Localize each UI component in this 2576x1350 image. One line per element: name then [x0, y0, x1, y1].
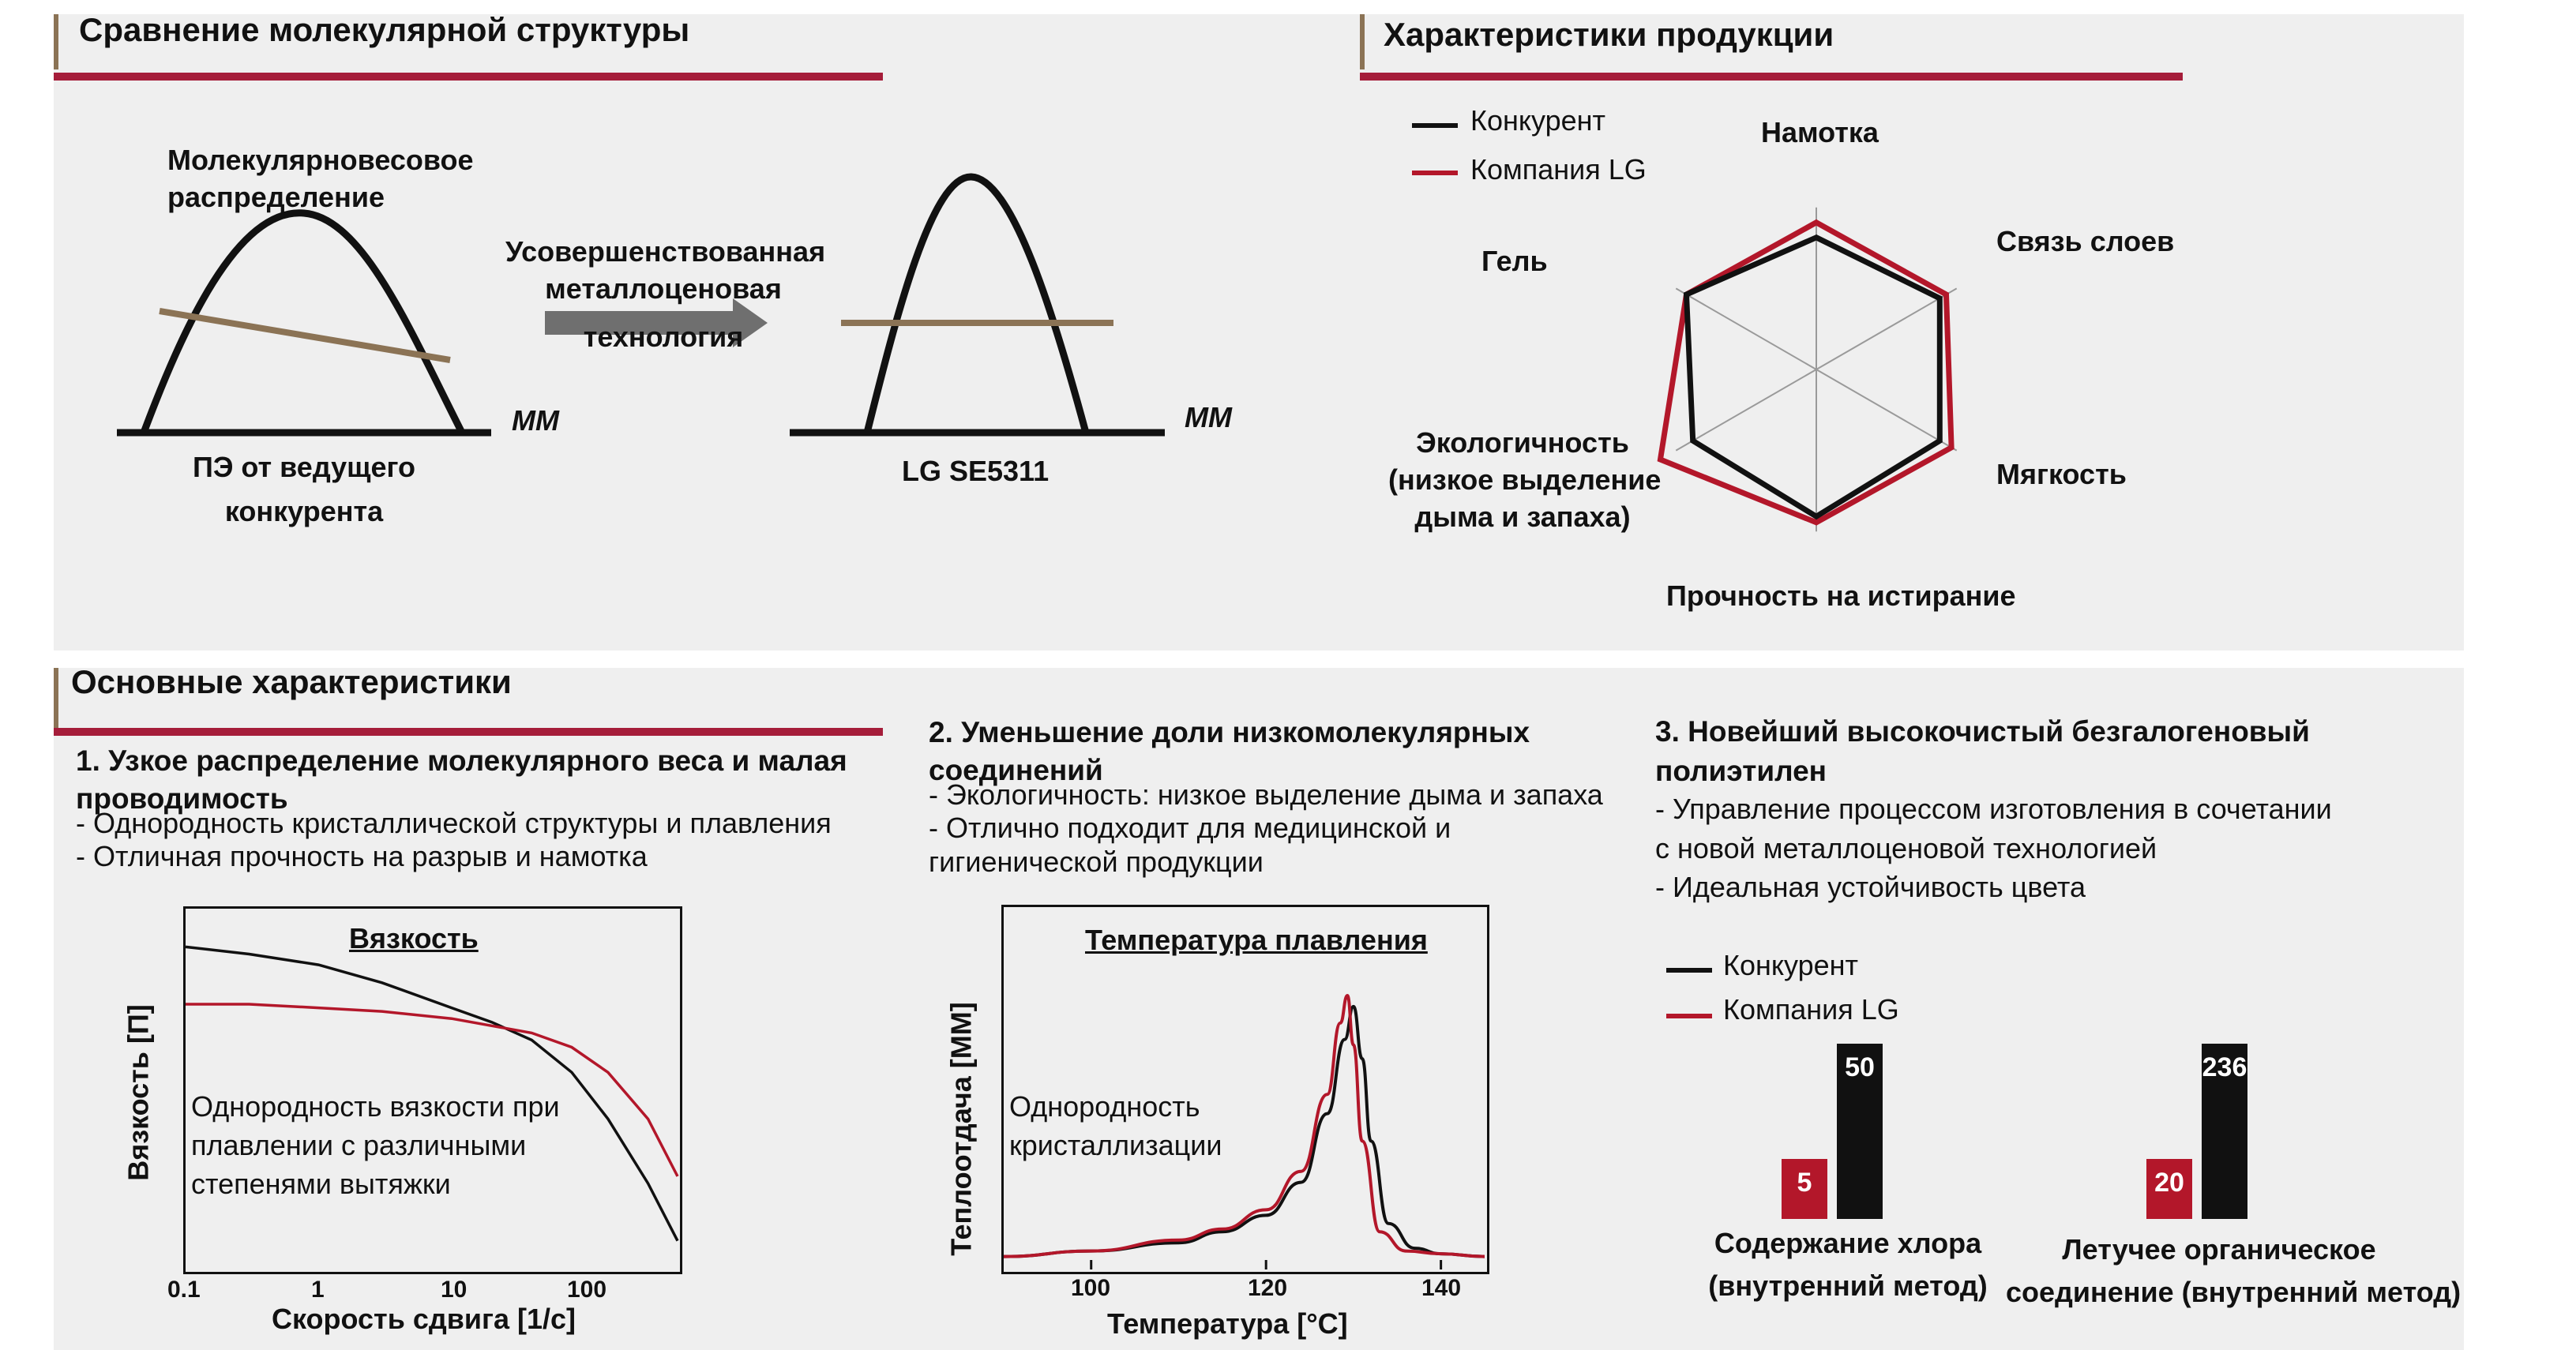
viscosity-chart-frame [183, 906, 682, 1274]
main-underline [54, 728, 883, 736]
item3-bullets: - Управление процессом изготовления в со… [1655, 793, 2332, 904]
melting-ylabel: Теплоотдача [MM] [944, 1002, 978, 1256]
narrow-distribution-curve [863, 173, 1090, 434]
item1-bullets: - Однородность кристаллической структуры… [76, 807, 832, 873]
bar-lg-chlorine: 5 [1782, 1159, 1827, 1219]
bar-category-voc: Летучее органическое соединение (внутрен… [2006, 1233, 2461, 1308]
molecular-title: Сравнение молекулярной структуры [79, 11, 690, 48]
radar-series-competitor [1683, 234, 1943, 520]
melting-title: Температура плавления [1085, 924, 1428, 956]
viscosity-annotation: Однородность вязкости при плавлении с ра… [191, 1090, 560, 1200]
item1-heading: 1. Узкое распределение молекулярного вес… [76, 744, 847, 816]
legend-lg-line [1412, 171, 1458, 175]
melting-series-competitor [1003, 1004, 1485, 1258]
legend-lg-label: Компания LG [1470, 153, 1647, 186]
section-accent [54, 668, 58, 731]
viscosity-series-competitor [185, 945, 679, 1242]
broad-distribution-curve [140, 209, 466, 435]
melting-tick-2: 140 [1421, 1275, 1462, 1301]
section-accent [54, 14, 58, 69]
arrow-shaft [545, 311, 734, 335]
radar-axis-top-left: Гель [1481, 245, 1548, 277]
viscosity-tick-2: 10 [441, 1277, 468, 1303]
radar-axis-top-right: Связь слоев [1996, 225, 2175, 257]
top-panel [54, 14, 2464, 651]
bar-legend-competitor-label: Конкурент [1723, 949, 1859, 981]
mm-right-label: MM [1185, 401, 1232, 433]
molecular-underline [54, 73, 883, 81]
viscosity-tick-0: 0.1 [167, 1277, 201, 1303]
viscosity-title: Вязкость [349, 922, 479, 954]
arrow-label: Усовершенствованная металлоценовая техно… [505, 235, 826, 353]
radar-chart [1657, 207, 1958, 532]
radar-underline [1360, 73, 2183, 81]
melting-tick-0: 100 [1071, 1275, 1111, 1301]
bar-competitor-voc: 236 [2202, 1044, 2247, 1219]
radar-axis-bottom-left: Экологичность (низкое выделение дыма и з… [1388, 426, 1662, 533]
viscosity-ylabel: Вязкость [П] [122, 1004, 155, 1181]
legend-competitor-label: Конкурент [1470, 104, 1606, 137]
bar-category-chlorine: Содержание хлора (внутренний метод) [1708, 1227, 1988, 1302]
radar-spoke-2 [1816, 369, 1958, 452]
mm-left-label: MM [512, 404, 559, 437]
viscosity-tick-1: 1 [311, 1277, 325, 1303]
left-tan-line [159, 308, 451, 363]
radar-spoke-4 [1675, 369, 1817, 452]
molecular-diagram [117, 173, 1165, 437]
melting-series-lg [1003, 993, 1485, 1258]
legend-competitor-line [1412, 123, 1458, 128]
melting-tick-1: 120 [1248, 1275, 1288, 1301]
arrow-head [733, 298, 768, 347]
mwd-label: Молекулярновесовое распределение [167, 144, 474, 213]
melting-chart [1003, 993, 1485, 1269]
melting-chart-frame [1001, 905, 1489, 1274]
bar-competitor-chlorine: 50 [1837, 1044, 1883, 1219]
radar-axis-bottom-right: Мягкость [1996, 458, 2127, 490]
right-caption: LG SE5311 [902, 455, 1050, 487]
melting-xlabel: Температура [°C] [1107, 1307, 1348, 1340]
bar-lg-voc: 20 [2146, 1159, 2192, 1219]
radar-title: Характеристики продукции [1384, 16, 1834, 53]
viscosity-chart [185, 945, 679, 1242]
radar-series-lg [1657, 219, 1955, 526]
left-caption: ПЭ от ведущего конкурента [192, 451, 416, 527]
bar-legend-competitor-line [1666, 968, 1712, 973]
main-title: Основные характеристики [71, 663, 512, 700]
viscosity-xlabel: Скорость сдвига [1/с] [272, 1303, 576, 1335]
item2-heading: 2. Уменьшение доли низкомолекулярных сое… [929, 716, 1530, 787]
radar-spoke-5 [1675, 287, 1817, 370]
bar-legend-lg-line [1666, 1014, 1712, 1018]
item2-bullets: - Экологичность: низкое выделение дыма и… [929, 778, 1603, 878]
viscosity-tick-3: 100 [567, 1277, 607, 1303]
melting-annotation: Однородность кристаллизации [1009, 1090, 1222, 1161]
viscosity-series-lg [186, 1003, 679, 1177]
radar-axis-bottom: Прочность на истирание [1666, 579, 2016, 612]
radar-spoke-1 [1816, 287, 1958, 370]
bar-legend-lg-label: Компания LG [1723, 993, 1899, 1026]
radar-axis-top: Намотка [1761, 116, 1879, 148]
section-accent [1360, 14, 1365, 69]
item3-heading: 3. Новейший высокочистый безгалогеновый … [1655, 715, 2310, 787]
